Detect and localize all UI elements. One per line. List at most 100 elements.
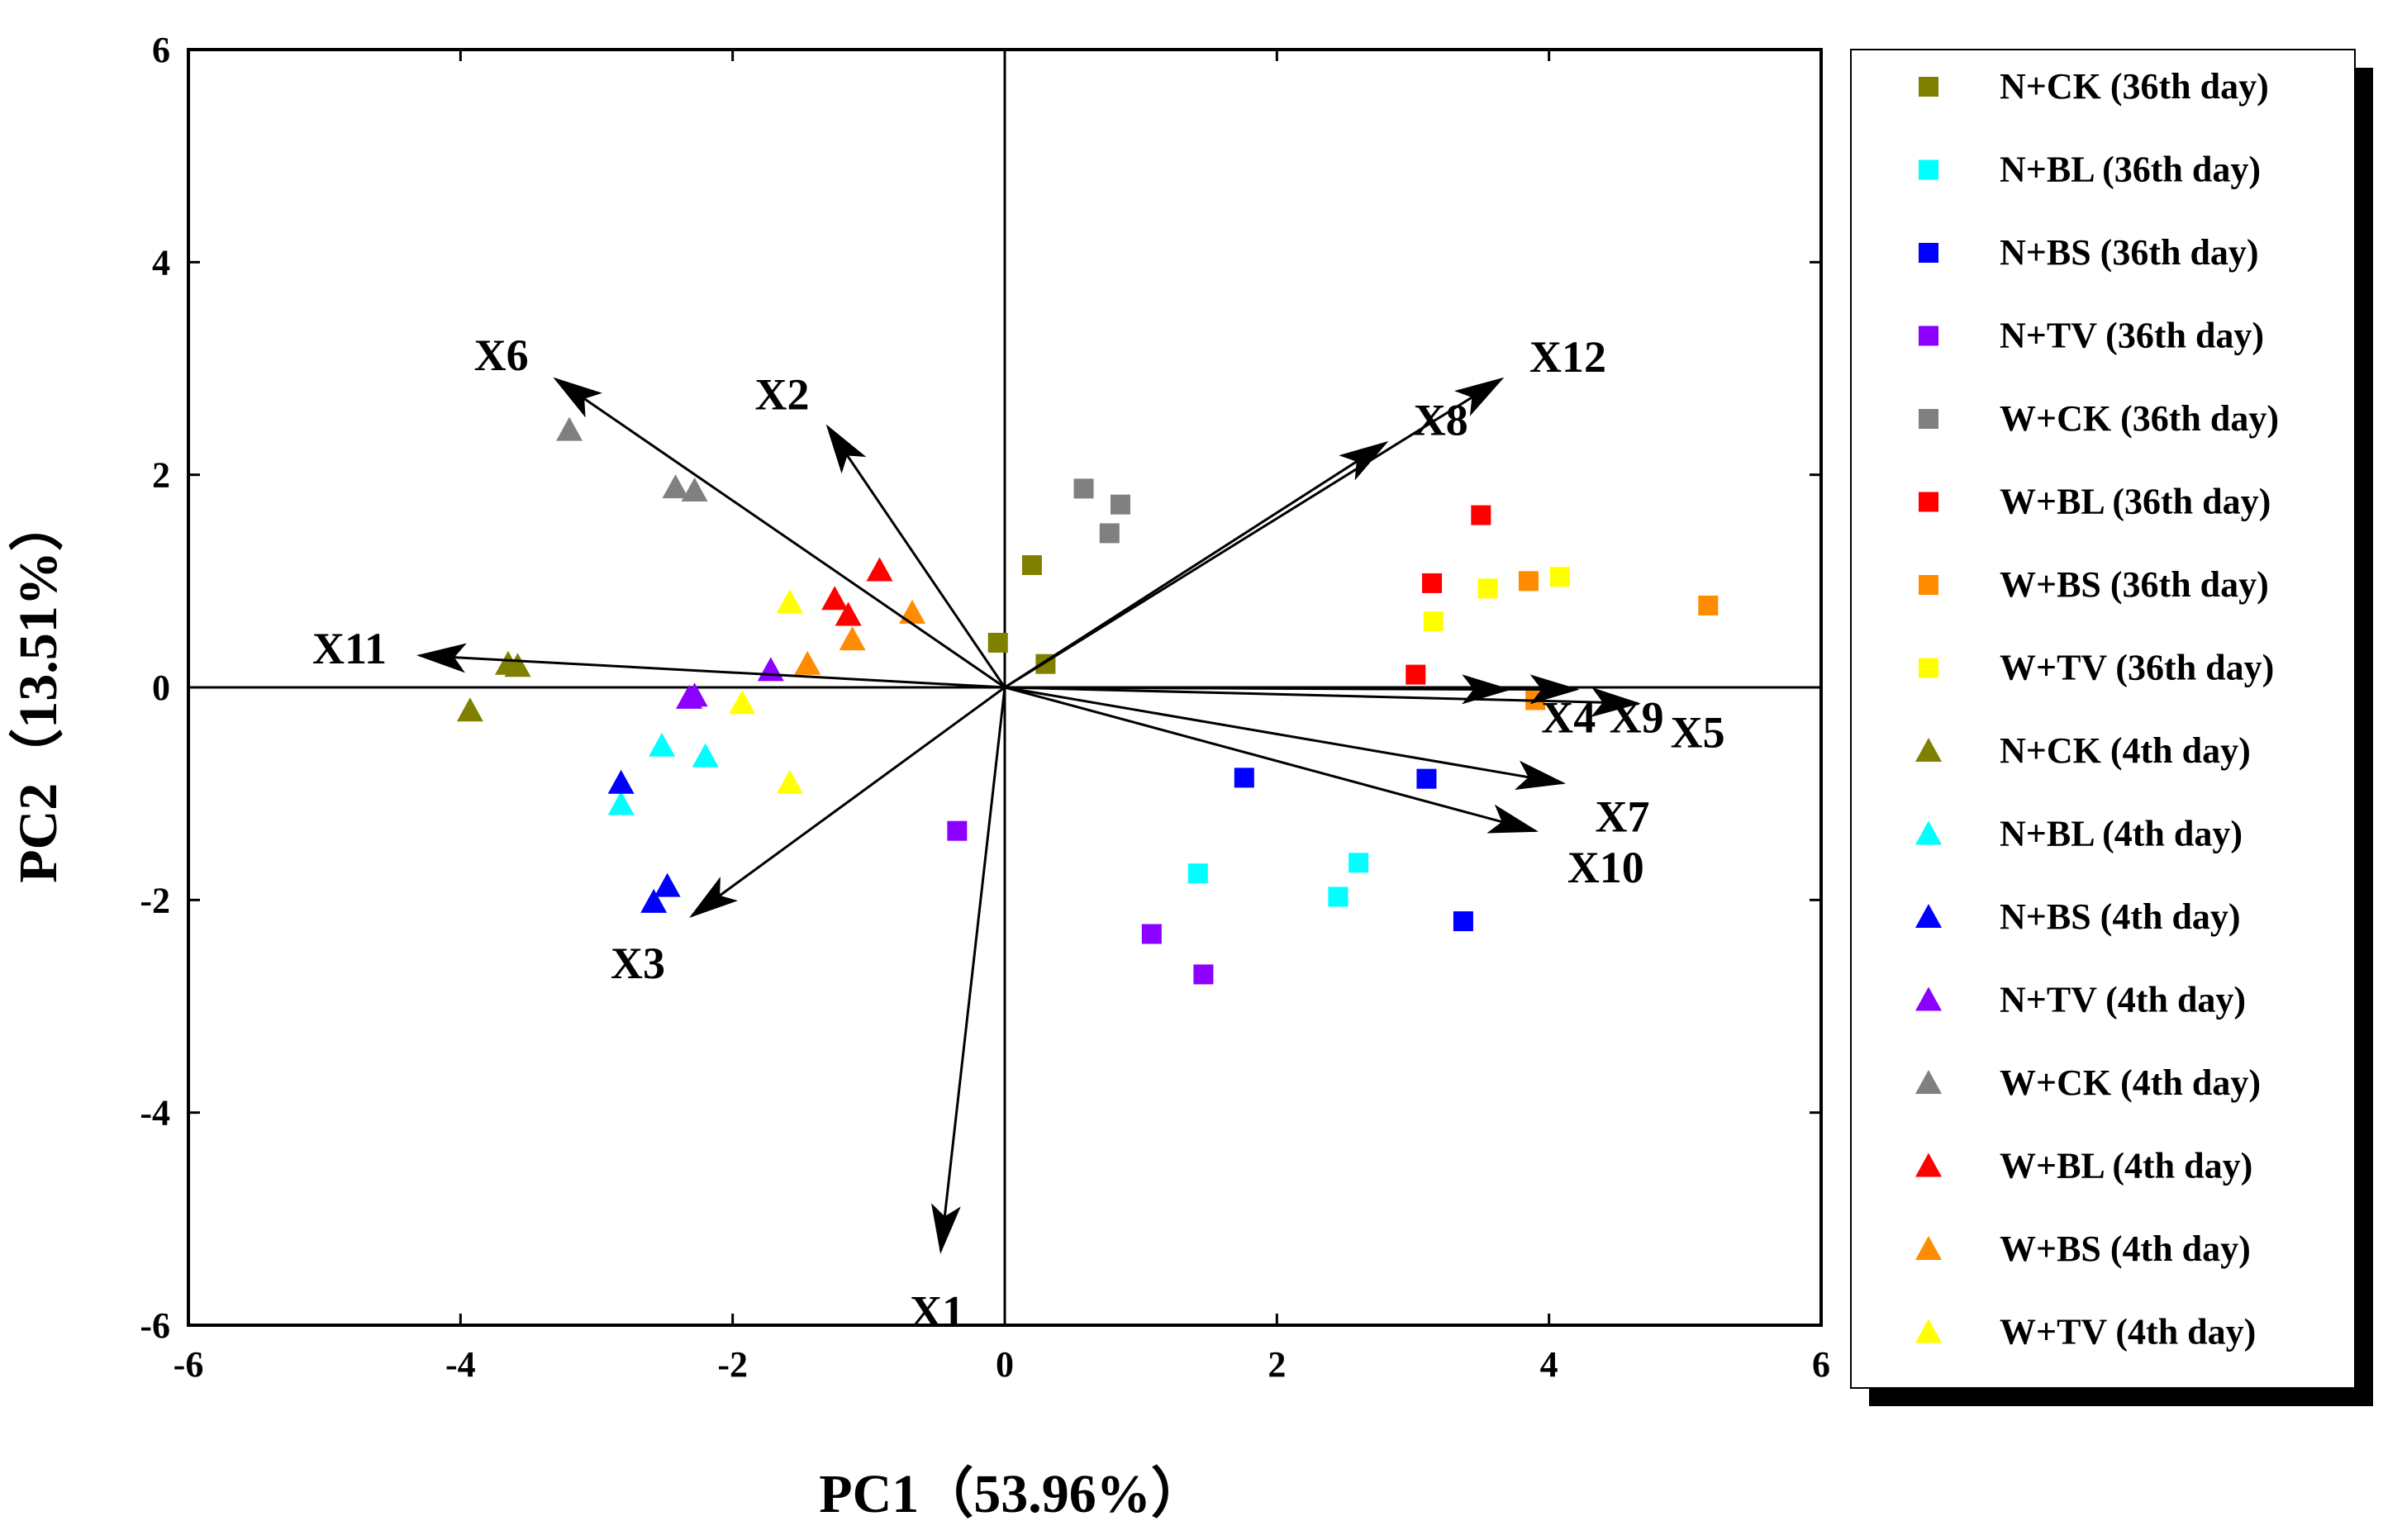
x-tick-label: 0	[996, 1344, 1014, 1385]
legend-label: N+CK (4th day)	[2000, 730, 2251, 771]
legend-marker	[1915, 820, 1942, 845]
data-point	[776, 589, 803, 614]
data-point	[607, 791, 635, 815]
data-point	[1187, 863, 1208, 884]
legend-label: W+BL (36th day)	[2000, 482, 2271, 522]
y-tick-label: 4	[152, 242, 170, 283]
series-group	[607, 732, 719, 815]
series-group	[821, 557, 893, 626]
loading-label: X9	[1610, 693, 1664, 743]
data-point	[607, 769, 635, 794]
legend-label: W+BS (4th day)	[2000, 1229, 2251, 1269]
legend-label: N+BL (4th day)	[2000, 814, 2243, 854]
legend-marker	[1915, 1153, 1942, 1177]
loading-label: X5	[1671, 707, 1725, 757]
legend-label: W+CK (4th day)	[2000, 1062, 2261, 1103]
series-group	[947, 820, 1214, 985]
legend-item: W+BL (4th day)	[1915, 1146, 2252, 1186]
legend-marker	[1919, 575, 1938, 595]
loading-arrow	[1004, 686, 1567, 791]
loading-label: X3	[611, 939, 665, 988]
legend-marker	[1915, 1319, 1942, 1343]
data-point	[1423, 611, 1444, 632]
loading-label: X1	[910, 1287, 964, 1337]
series-group	[675, 657, 784, 709]
legend-label: W+TV (36th day)	[2000, 648, 2274, 688]
x-tick-label: -6	[174, 1344, 204, 1385]
loading-arrow	[1004, 377, 1505, 689]
series-group	[987, 555, 1056, 674]
legend-item: N+BS (36th day)	[1919, 232, 2259, 273]
legend-marker	[1915, 738, 1942, 762]
data-point	[556, 416, 583, 441]
data-point	[649, 732, 676, 757]
legend-label: W+CK (36th day)	[2000, 398, 2279, 439]
legend-item: W+BL (36th day)	[1919, 482, 2271, 522]
data-point	[1453, 911, 1473, 932]
legend-marker	[1919, 77, 1938, 97]
legend-label: W+BS (36th day)	[2000, 564, 2269, 605]
data-point	[1549, 567, 1570, 587]
legend-label: N+BL (36th day)	[2000, 150, 2261, 190]
data-point	[794, 650, 821, 675]
data-point	[504, 653, 531, 677]
loading-arrow	[689, 686, 1006, 918]
series-group	[607, 769, 681, 913]
y-tick-label: 0	[152, 668, 170, 708]
data-point	[1234, 768, 1254, 788]
y-axis-title: PC2（13.51%）	[7, 497, 69, 882]
loading-label: X12	[1529, 332, 1606, 382]
legend-label: N+BS (36th day)	[2000, 232, 2259, 273]
data-point	[821, 586, 849, 611]
loading-arrow	[553, 377, 1006, 689]
data-point	[1348, 853, 1369, 873]
data-point	[835, 601, 862, 626]
data-point	[1110, 494, 1130, 515]
legend-item: N+BL (36th day)	[1919, 150, 2261, 190]
legend: N+CK (36th day) N+BL (36th day) N+BS (36th…	[1850, 49, 2373, 1406]
loading-arrow	[1004, 686, 1539, 834]
legend-item: W+TV (36th day)	[1919, 648, 2274, 688]
legend-marker	[1915, 1236, 1942, 1260]
data-point	[1141, 924, 1162, 944]
loading-label: X7	[1596, 792, 1650, 842]
data-point	[692, 743, 719, 768]
x-tick-label: -4	[445, 1344, 476, 1385]
legend-item: N+TV (36th day)	[1919, 316, 2264, 356]
series-group	[1187, 853, 1369, 907]
x-tick-label: 6	[1812, 1344, 1830, 1385]
series-group	[456, 650, 531, 722]
legend-item: W+CK (36th day)	[1919, 398, 2279, 439]
legend-label: N+TV (4th day)	[2000, 980, 2246, 1020]
loading-arrow	[825, 424, 1006, 688]
legend-marker	[1919, 326, 1938, 346]
data-point	[1193, 964, 1214, 985]
data-point	[681, 477, 708, 501]
legend-item: N+CK (4th day)	[1915, 730, 2251, 771]
legend-item: N+BL (4th day)	[1915, 814, 2243, 854]
data-point	[1099, 523, 1120, 544]
legend-marker	[1919, 159, 1938, 180]
loading-label: X8	[1414, 395, 1468, 444]
data-point	[1416, 768, 1437, 789]
data-point	[1477, 578, 1498, 599]
data-point	[776, 769, 803, 794]
data-point	[1073, 478, 1094, 499]
data-point	[839, 626, 866, 651]
legend-label: N+TV (36th day)	[2000, 316, 2264, 356]
legend-label: N+BS (4th day)	[2000, 896, 2241, 937]
data-point	[1698, 595, 1719, 616]
y-tick-label: 6	[152, 30, 170, 70]
legend-item: N+TV (4th day)	[1915, 980, 2246, 1020]
loading-label: X10	[1567, 843, 1644, 892]
legend-item: W+BS (4th day)	[1915, 1229, 2251, 1269]
loading-label: X2	[754, 370, 809, 420]
data-point	[1406, 664, 1426, 685]
data-point	[866, 557, 893, 582]
x-tick-label: 4	[1540, 1344, 1558, 1385]
legend-item: W+CK (4th day)	[1915, 1062, 2261, 1103]
legend-marker	[1915, 1070, 1942, 1094]
legend-label: W+BL (4th day)	[2000, 1146, 2252, 1186]
